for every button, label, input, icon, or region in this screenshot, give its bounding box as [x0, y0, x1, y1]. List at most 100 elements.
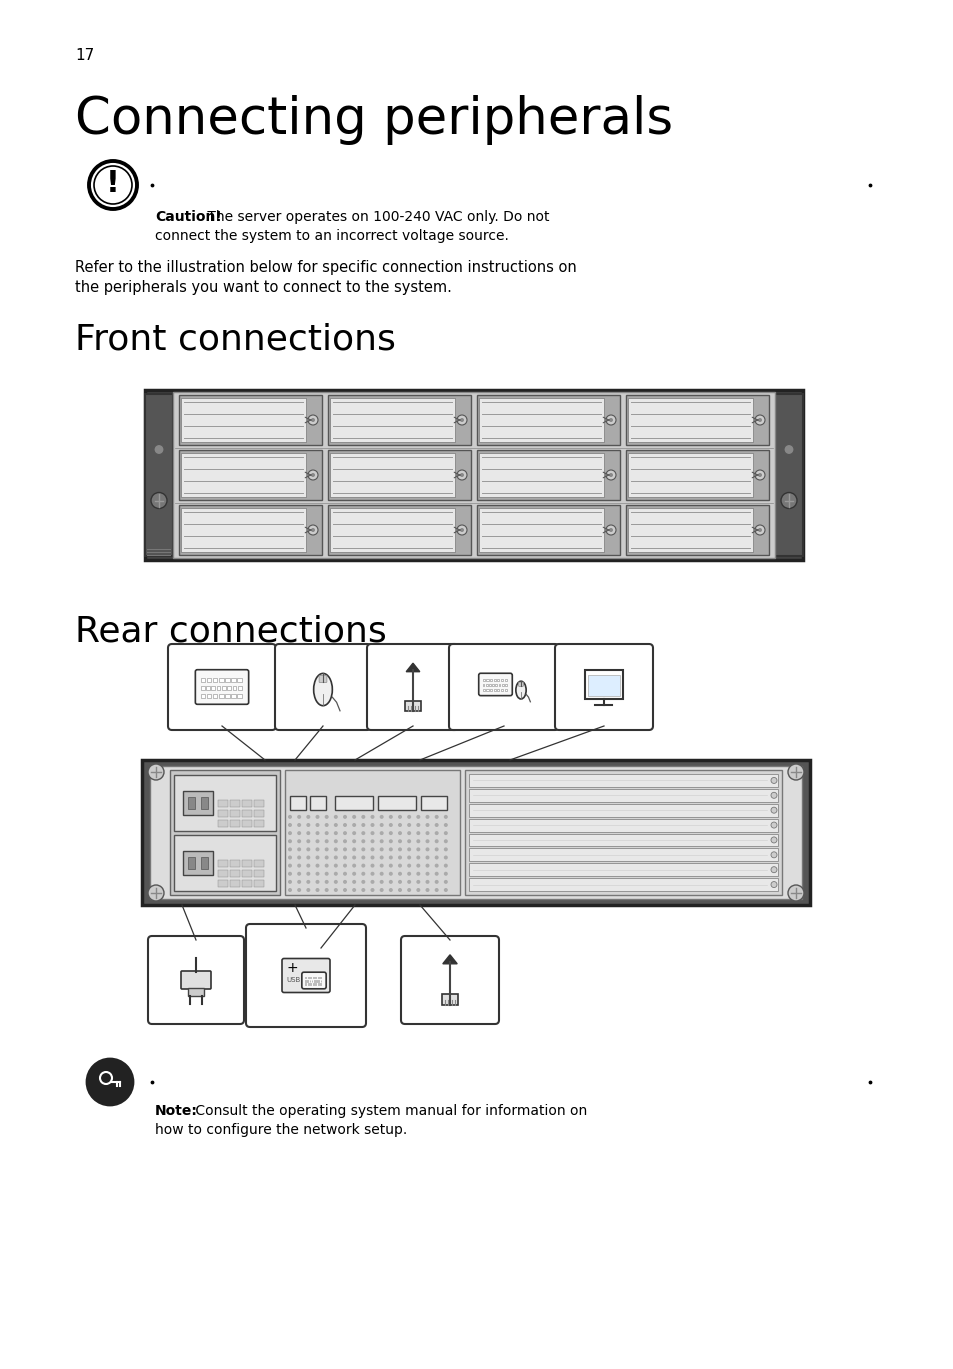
Circle shape: [315, 880, 319, 884]
Circle shape: [416, 856, 420, 860]
Circle shape: [407, 864, 411, 868]
FancyBboxPatch shape: [230, 880, 240, 887]
Circle shape: [435, 839, 438, 843]
FancyBboxPatch shape: [207, 678, 212, 682]
Circle shape: [407, 872, 411, 876]
Circle shape: [456, 415, 467, 424]
FancyBboxPatch shape: [469, 864, 778, 876]
FancyBboxPatch shape: [218, 810, 228, 817]
Circle shape: [370, 847, 375, 852]
Circle shape: [370, 864, 375, 868]
FancyBboxPatch shape: [225, 694, 230, 698]
FancyBboxPatch shape: [318, 675, 327, 682]
FancyBboxPatch shape: [230, 810, 240, 817]
Circle shape: [425, 880, 429, 884]
Circle shape: [459, 528, 463, 533]
FancyBboxPatch shape: [290, 795, 306, 810]
FancyBboxPatch shape: [147, 552, 171, 553]
FancyBboxPatch shape: [183, 852, 213, 875]
FancyBboxPatch shape: [308, 983, 309, 986]
Circle shape: [425, 856, 429, 860]
Circle shape: [361, 856, 365, 860]
Circle shape: [397, 823, 401, 827]
Circle shape: [343, 856, 347, 860]
FancyBboxPatch shape: [625, 450, 768, 500]
Circle shape: [352, 815, 355, 819]
Circle shape: [306, 856, 310, 860]
Circle shape: [416, 823, 420, 827]
Circle shape: [443, 831, 447, 835]
Text: Refer to the illustration below for specific connection instructions on: Refer to the illustration below for spec…: [75, 260, 577, 275]
FancyBboxPatch shape: [242, 871, 252, 878]
FancyBboxPatch shape: [313, 983, 314, 986]
Circle shape: [397, 880, 401, 884]
FancyBboxPatch shape: [179, 396, 322, 445]
Circle shape: [389, 839, 393, 843]
Circle shape: [435, 847, 438, 852]
FancyBboxPatch shape: [469, 849, 778, 861]
Circle shape: [605, 524, 616, 535]
FancyBboxPatch shape: [218, 799, 228, 806]
FancyBboxPatch shape: [242, 820, 252, 827]
Circle shape: [334, 847, 337, 852]
FancyBboxPatch shape: [482, 683, 484, 686]
FancyBboxPatch shape: [253, 820, 264, 827]
FancyBboxPatch shape: [145, 394, 172, 556]
FancyBboxPatch shape: [173, 775, 275, 831]
Polygon shape: [406, 663, 419, 672]
FancyBboxPatch shape: [588, 675, 619, 697]
FancyBboxPatch shape: [207, 694, 212, 698]
FancyBboxPatch shape: [330, 398, 455, 442]
Circle shape: [306, 839, 310, 843]
FancyBboxPatch shape: [195, 669, 249, 704]
Circle shape: [443, 823, 447, 827]
FancyBboxPatch shape: [219, 678, 223, 682]
Circle shape: [315, 847, 319, 852]
Circle shape: [352, 856, 355, 860]
FancyBboxPatch shape: [469, 789, 778, 802]
FancyBboxPatch shape: [253, 810, 264, 817]
FancyBboxPatch shape: [500, 689, 502, 691]
Circle shape: [306, 888, 310, 893]
Text: Connecting peripherals: Connecting peripherals: [75, 94, 673, 145]
Circle shape: [324, 888, 329, 893]
Circle shape: [379, 856, 383, 860]
Circle shape: [324, 839, 329, 843]
FancyBboxPatch shape: [231, 678, 235, 682]
FancyBboxPatch shape: [237, 694, 241, 698]
Circle shape: [361, 880, 365, 884]
FancyBboxPatch shape: [253, 799, 264, 806]
Circle shape: [425, 872, 429, 876]
FancyBboxPatch shape: [147, 549, 171, 550]
Circle shape: [352, 880, 355, 884]
FancyBboxPatch shape: [308, 976, 309, 979]
Circle shape: [407, 839, 411, 843]
FancyBboxPatch shape: [476, 396, 619, 445]
Circle shape: [334, 888, 337, 893]
FancyBboxPatch shape: [469, 804, 778, 817]
Ellipse shape: [516, 682, 526, 700]
Circle shape: [315, 888, 319, 893]
FancyBboxPatch shape: [486, 679, 488, 682]
Circle shape: [787, 884, 803, 901]
FancyBboxPatch shape: [469, 773, 778, 787]
FancyBboxPatch shape: [181, 453, 306, 497]
Circle shape: [352, 864, 355, 868]
FancyBboxPatch shape: [501, 683, 503, 686]
Circle shape: [352, 847, 355, 852]
Circle shape: [288, 880, 292, 884]
FancyBboxPatch shape: [330, 453, 455, 497]
Text: Rear connections: Rear connections: [75, 615, 386, 649]
Circle shape: [361, 872, 365, 876]
Circle shape: [770, 852, 776, 858]
Circle shape: [315, 831, 319, 835]
Circle shape: [425, 839, 429, 843]
Circle shape: [770, 867, 776, 872]
FancyBboxPatch shape: [218, 880, 228, 887]
Circle shape: [288, 815, 292, 819]
Circle shape: [416, 872, 420, 876]
Circle shape: [397, 872, 401, 876]
Circle shape: [343, 831, 347, 835]
FancyBboxPatch shape: [328, 505, 471, 554]
Circle shape: [407, 856, 411, 860]
